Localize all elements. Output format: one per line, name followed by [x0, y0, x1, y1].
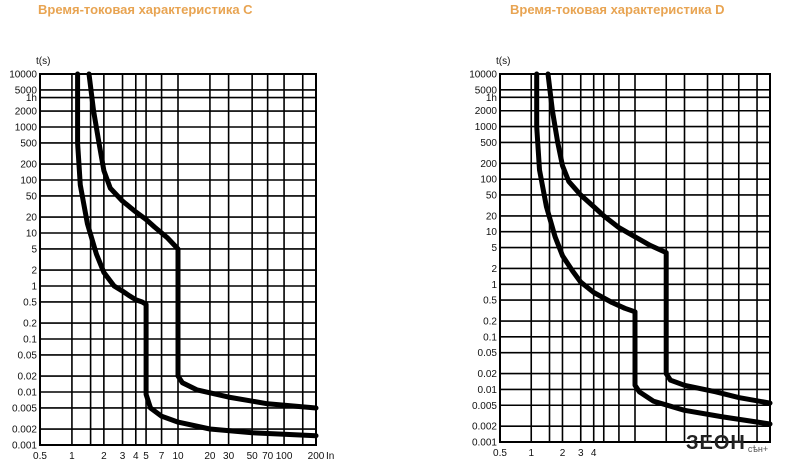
y-tick-label: 5000 [475, 85, 498, 96]
x-tick-label: 2 [101, 451, 107, 462]
curve-upper [86, 71, 319, 411]
y-tick-label: 2000 [475, 106, 498, 117]
chart-title-c: Время-токовая характеристика C [38, 2, 253, 17]
x-tick-label: 2 [560, 448, 566, 459]
y-tick-label: 0.005 [12, 403, 37, 414]
y-tick-label: 200 [20, 160, 37, 171]
y-tick-label: 0.1 [23, 335, 37, 346]
y-tick-label: 0.05 [478, 348, 498, 359]
y-tick-label: 50 [26, 191, 38, 202]
y-tick-label: 200 [480, 159, 497, 170]
logo-subtext: сѣн+ [747, 443, 769, 454]
x-tick-label: 4 [133, 451, 139, 462]
y-tick-label: 0.2 [483, 317, 497, 328]
y-tick-label: 500 [480, 138, 497, 149]
brand-logo: ЗЕОН сѣн+ [686, 432, 768, 455]
x-tick-label: 20 [204, 451, 216, 462]
y-tick-label: 0.5 [483, 296, 497, 307]
y-tick-label: 1000 [15, 123, 38, 134]
y-tick-label: 1h [486, 93, 497, 104]
y-tick-label: 5 [31, 244, 37, 255]
x-tick-label: 10 [172, 451, 184, 462]
x-tick-label: 1 [528, 448, 534, 459]
y-tick-label: 20 [26, 213, 38, 224]
x-axis-label: In [326, 451, 334, 462]
y-tick-label: 0.05 [18, 350, 38, 361]
y-tick-label: 1 [491, 280, 497, 291]
chart-title-d: Время-токовая характеристика D [510, 2, 725, 17]
x-tick-label: 50 [247, 451, 259, 462]
y-tick-label: 0.001 [472, 438, 497, 449]
y-tick-label: 0.002 [472, 422, 497, 433]
x-tick-label: 30 [223, 451, 235, 462]
y-tick-label: 2000 [15, 107, 38, 118]
curve-lower [75, 71, 319, 439]
curve-upper [545, 71, 773, 406]
x-tick-label: 70 [262, 451, 274, 462]
y-tick-label: 500 [20, 138, 37, 149]
y-tick-label: 0.01 [18, 388, 38, 399]
y-tick-label: 0.002 [12, 425, 37, 436]
y-tick-label: 0.001 [12, 441, 37, 452]
plot-frame [39, 73, 317, 446]
x-tick-label: 3 [578, 448, 584, 459]
y-tick-label: 1 [31, 282, 37, 293]
x-tick-label: 4 [591, 448, 597, 459]
y-tick-label: 10 [26, 229, 38, 240]
y-tick-label: 0.1 [483, 332, 497, 343]
y-tick-label: 10000 [9, 70, 37, 81]
curve-lower [534, 71, 773, 427]
plot-frame [499, 73, 771, 443]
x-tick-label: 1 [69, 451, 75, 462]
y-tick-label: 10 [486, 227, 498, 238]
y-tick-label: 0.2 [23, 319, 37, 330]
y-tick-label: 10000 [469, 70, 497, 81]
y-tick-label: 100 [20, 176, 37, 187]
x-tick-label: 3 [120, 451, 126, 462]
y-tick-label: 0.01 [478, 385, 498, 396]
x-tick-label: 0.5 [33, 451, 47, 462]
y-tick-label: 50 [486, 190, 498, 201]
y-tick-label: 2 [31, 266, 37, 277]
y-axis-label: t(s) [496, 56, 510, 67]
x-tick-label: 5 [143, 451, 149, 462]
y-tick-label: 5 [491, 243, 497, 254]
y-tick-label: 0.5 [23, 297, 37, 308]
y-tick-label: 100 [480, 175, 497, 186]
y-tick-label: 5000 [15, 85, 38, 96]
x-tick-label: 100 [276, 451, 293, 462]
logo-text: ЗЕОН [686, 432, 746, 454]
y-tick-label: 2 [491, 264, 497, 275]
x-tick-label: 7 [159, 451, 165, 462]
y-tick-label: 0.005 [472, 401, 497, 412]
x-tick-label: 0.5 [493, 448, 507, 459]
y-tick-label: 0.02 [18, 372, 38, 383]
y-tick-label: 0.02 [478, 369, 498, 380]
y-tick-label: 1h [26, 93, 37, 104]
y-tick-label: 1000 [475, 122, 498, 133]
y-axis-label: t(s) [36, 56, 50, 67]
x-tick-label: 200 [308, 451, 325, 462]
y-tick-label: 20 [486, 211, 498, 222]
